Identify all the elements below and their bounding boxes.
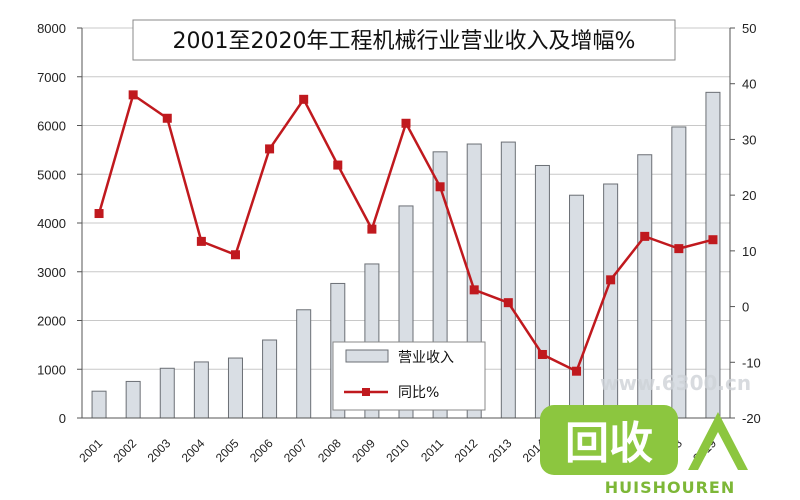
bar-series <box>91 91 721 419</box>
bar <box>500 141 516 419</box>
watermark-badge-text: 回收 <box>565 418 653 469</box>
yoy-point <box>435 182 445 192</box>
y-left-tick-label: 0 <box>59 411 66 426</box>
watermark-arrow-icon <box>688 412 748 470</box>
yoy-point <box>367 224 377 234</box>
y-left-tick-label: 6000 <box>37 119 66 134</box>
watermark-brand-text: HUISHOUREN <box>605 478 735 497</box>
legend-swatch-marker <box>362 388 370 396</box>
legend-label-yoy: 同比% <box>398 385 439 401</box>
bar <box>125 380 141 419</box>
y-left-tick-label: 7000 <box>37 70 66 85</box>
watermark: www.6300.cn 回收 HUISHOUREN <box>540 371 751 497</box>
bar <box>262 339 278 419</box>
chart-title: 2001至2020年工程机械行业营业收入及增幅% <box>173 29 636 54</box>
bar <box>534 164 550 419</box>
yoy-point <box>128 90 138 100</box>
legend-swatch-bar <box>345 349 389 363</box>
y-right-tick-label: 0 <box>742 300 749 315</box>
yoy-point <box>674 244 684 254</box>
yoy-point <box>94 209 104 219</box>
yoy-point <box>401 118 411 128</box>
yoy-point <box>537 349 547 359</box>
yoy-point <box>196 236 206 246</box>
y-right-tick-label: 20 <box>742 188 756 203</box>
yoy-point <box>469 285 479 295</box>
legend-label-revenue: 营业收入 <box>398 350 454 366</box>
line-series <box>94 90 718 376</box>
yoy-point <box>162 113 172 123</box>
yoy-point <box>606 275 616 285</box>
y-right-tick-label: 40 <box>742 77 756 92</box>
y-right-tick-label: 30 <box>742 132 756 147</box>
y-left-tick-label: 5000 <box>37 167 66 182</box>
yoy-point <box>572 366 582 376</box>
yoy-point <box>333 160 343 170</box>
y-left-tick-label: 3000 <box>37 265 66 280</box>
y-right-tick-label: 10 <box>742 244 756 259</box>
yoy-point <box>708 235 718 245</box>
bar <box>705 91 721 419</box>
yoy-point <box>265 144 275 154</box>
bar <box>296 309 312 419</box>
y-right-tick-label: 50 <box>742 21 756 36</box>
y-left-tick-label: 4000 <box>37 216 66 231</box>
yoy-point <box>230 250 240 260</box>
yoy-point <box>640 231 650 241</box>
watermark-faint-text: www.6300.cn <box>600 371 751 395</box>
bar <box>91 390 107 419</box>
y-right-tick-label: -10 <box>742 355 761 370</box>
yoy-point <box>299 94 309 104</box>
y-left-tick-label: 1000 <box>37 362 66 377</box>
bar <box>227 357 243 419</box>
yoy-point <box>503 298 513 308</box>
y-right-tick-label: -20 <box>742 411 761 426</box>
watermark-badge <box>540 405 678 475</box>
title-box <box>132 19 676 61</box>
bar <box>159 367 175 419</box>
bar <box>193 361 209 419</box>
y-left-tick-label: 2000 <box>37 314 66 329</box>
legend: 营业收入 同比% <box>332 341 486 411</box>
bar <box>569 194 585 419</box>
y-left-tick-label: 8000 <box>37 21 66 36</box>
